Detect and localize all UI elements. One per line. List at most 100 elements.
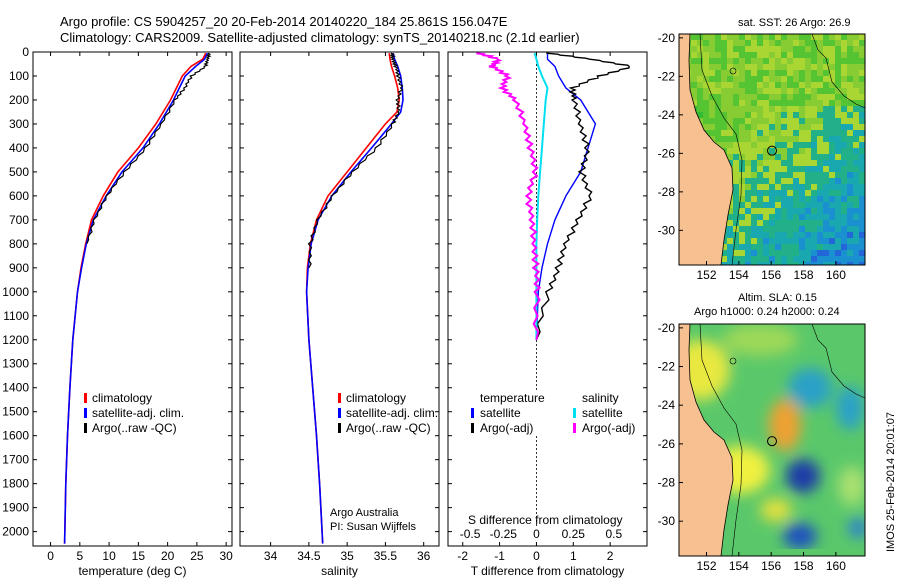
sst-cell bbox=[733, 196, 739, 202]
sst-cell bbox=[757, 202, 763, 208]
map-y-tick-label: -28 bbox=[658, 476, 676, 490]
sst-cell bbox=[805, 220, 811, 226]
sst-cell bbox=[781, 118, 787, 124]
sst-cell bbox=[799, 190, 805, 196]
sst-cell bbox=[775, 136, 781, 142]
sst-cell bbox=[829, 202, 835, 208]
sst-cell bbox=[817, 130, 823, 136]
sst-cell bbox=[853, 214, 859, 220]
sst-cell bbox=[793, 106, 799, 112]
map-x-tick-label: 152 bbox=[696, 559, 716, 573]
sst-cell bbox=[823, 262, 829, 265]
sst-cell bbox=[697, 46, 703, 52]
sst-cell bbox=[847, 76, 853, 82]
sst-cell bbox=[751, 34, 757, 40]
sst-cell bbox=[739, 244, 745, 250]
sst-cell bbox=[823, 154, 829, 160]
sst-cell bbox=[853, 184, 859, 190]
sst-cell bbox=[829, 118, 835, 124]
sst-cell bbox=[847, 112, 853, 118]
sst-cell bbox=[799, 178, 805, 184]
sst-cell bbox=[793, 112, 799, 118]
sst-map-title: sat. SST: 26 Argo: 26.9 bbox=[738, 17, 851, 29]
sst-cell bbox=[769, 256, 775, 262]
sst-cell bbox=[751, 166, 757, 172]
sst-cell bbox=[835, 46, 841, 52]
sst-cell bbox=[709, 64, 715, 70]
sst-cell bbox=[811, 124, 817, 130]
sla-map-axes: 152 154 156 158 160 -20 -22 -24 -26 -28 -30 bbox=[658, 321, 847, 573]
sst-cell bbox=[709, 130, 715, 136]
sst-cell bbox=[751, 238, 757, 244]
sst-cell bbox=[745, 124, 751, 130]
sst-cell bbox=[751, 46, 757, 52]
sst-cell bbox=[769, 82, 775, 88]
sst-cell bbox=[739, 76, 745, 82]
side-timestamp-label: IMOS 25-Feb-2014 20:01:07 bbox=[885, 412, 897, 552]
sst-cell bbox=[715, 40, 721, 46]
sst-cell bbox=[859, 214, 865, 220]
sst-cell bbox=[811, 172, 817, 178]
temperature-plot: 0 5 10 15 20 25 300100200300400500600700800900… bbox=[2, 45, 233, 578]
sst-cell bbox=[769, 244, 775, 250]
x-tick-label: -1 bbox=[494, 549, 505, 563]
sst-cell bbox=[709, 124, 715, 130]
sst-cell bbox=[823, 76, 829, 82]
sst-cell bbox=[853, 118, 859, 124]
x-tick-label: 34.5 bbox=[297, 549, 321, 563]
sst-cell bbox=[691, 46, 697, 52]
sst-cell bbox=[751, 112, 757, 118]
sst-cell bbox=[739, 70, 745, 76]
salinity-plot: 34 34.5 35 35.5 36 salinity bbox=[240, 51, 439, 578]
sst-cell bbox=[781, 184, 787, 190]
sst-cell bbox=[757, 88, 763, 94]
sst-cell bbox=[805, 46, 811, 52]
sst-cell bbox=[793, 52, 799, 58]
sst-cell bbox=[811, 178, 817, 184]
sla-anomaly-blobs bbox=[679, 324, 865, 549]
sst-cell bbox=[751, 226, 757, 232]
sst-cell bbox=[733, 46, 739, 52]
sst-cell bbox=[847, 136, 853, 142]
sst-cell bbox=[835, 82, 841, 88]
sst-cell bbox=[691, 88, 697, 94]
sst-cell bbox=[841, 112, 847, 118]
sst-cell bbox=[721, 40, 727, 46]
sst-cell bbox=[739, 64, 745, 70]
sst-cell bbox=[769, 70, 775, 76]
sst-cell bbox=[829, 184, 835, 190]
sst-cell bbox=[835, 142, 841, 148]
sst-cell bbox=[757, 262, 763, 265]
sst-cell bbox=[727, 256, 733, 262]
sst-cell bbox=[847, 160, 853, 166]
map-y-tick-label: -22 bbox=[658, 69, 676, 83]
sst-cell bbox=[733, 94, 739, 100]
sst-cell bbox=[703, 40, 709, 46]
legend-label-climatology: climatology bbox=[346, 391, 406, 405]
x-tick-label: 30 bbox=[219, 549, 233, 563]
sst-cell bbox=[751, 250, 757, 256]
sst-cell bbox=[787, 262, 793, 265]
sst-cell bbox=[799, 58, 805, 64]
sst-cell bbox=[703, 70, 709, 76]
credit-line-1: Argo Australia bbox=[330, 507, 399, 519]
sst-cell bbox=[715, 88, 721, 94]
sst-cell bbox=[841, 64, 847, 70]
sst-cell bbox=[715, 136, 721, 142]
sst-cell bbox=[691, 70, 697, 76]
sst-cell bbox=[751, 88, 757, 94]
y-tick-label: 1000 bbox=[2, 285, 29, 299]
sst-cell bbox=[835, 238, 841, 244]
sst-cell bbox=[757, 118, 763, 124]
sst-cell bbox=[793, 130, 799, 136]
sst-cell bbox=[847, 184, 853, 190]
sst-cell bbox=[859, 88, 865, 94]
sst-cell bbox=[751, 136, 757, 142]
sst-cell bbox=[853, 58, 859, 64]
sst-cell bbox=[817, 262, 823, 265]
sst-cell bbox=[859, 130, 865, 136]
sst-cell bbox=[775, 106, 781, 112]
sst-cell bbox=[853, 256, 859, 262]
sst-cell bbox=[739, 106, 745, 112]
sst-cell bbox=[859, 160, 865, 166]
